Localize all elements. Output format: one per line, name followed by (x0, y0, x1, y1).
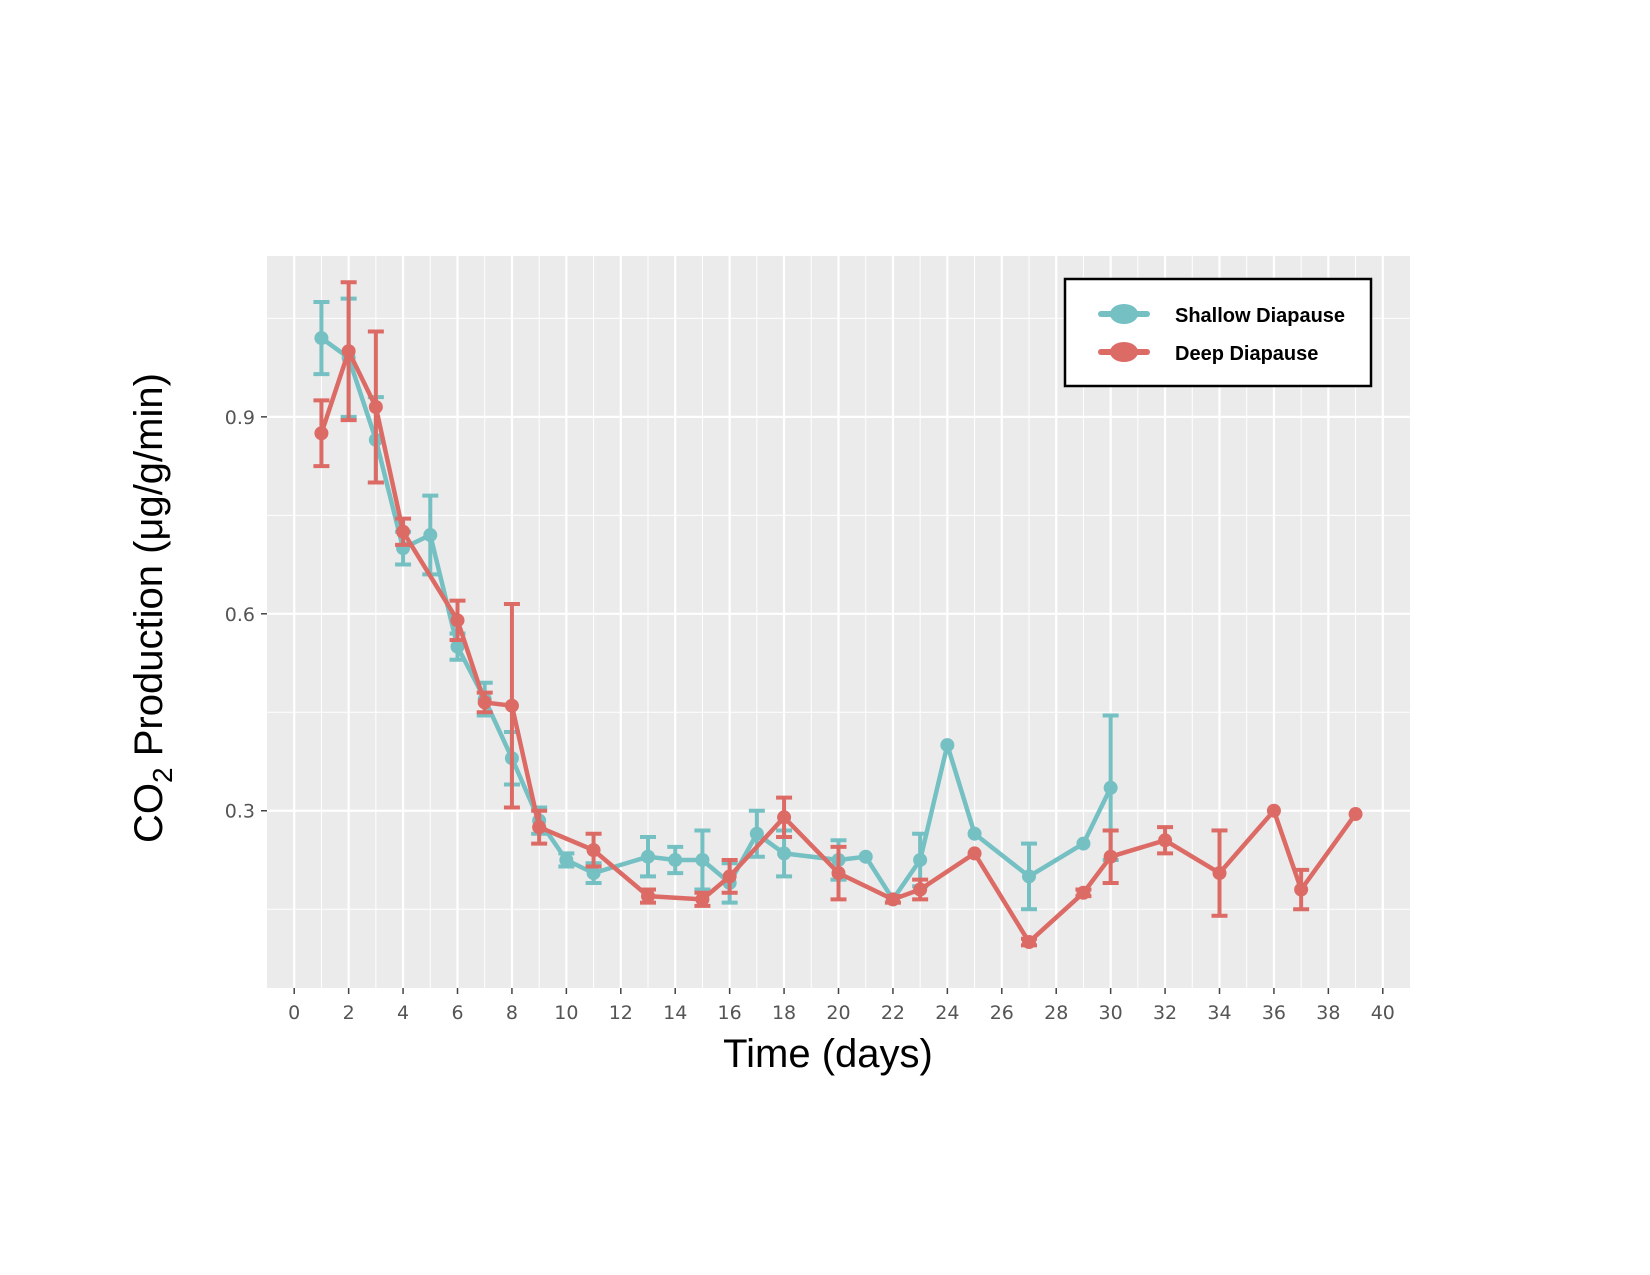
x-tick-label: 8 (506, 1002, 518, 1024)
data-point (695, 892, 710, 907)
data-point (586, 866, 601, 881)
y-axis-title-prefix: CO (127, 783, 171, 843)
x-tick-label: 14 (663, 1002, 687, 1024)
data-point (1212, 866, 1227, 881)
data-point (1158, 833, 1173, 848)
data-point (749, 826, 764, 841)
data-point (532, 820, 547, 835)
data-point (314, 426, 329, 441)
data-point (450, 613, 465, 628)
data-point (1022, 869, 1036, 884)
data-point (1103, 849, 1118, 864)
x-tick-label: 36 (1262, 1002, 1286, 1024)
legend-box (1063, 277, 1373, 388)
x-tick-label: 32 (1153, 1002, 1177, 1024)
x-tick-label: 20 (826, 1002, 850, 1024)
data-point (1266, 803, 1281, 818)
x-tick-label: 34 (1207, 1002, 1231, 1024)
legend-label: Shallow Diapause (1175, 305, 1345, 327)
data-point (559, 852, 574, 867)
x-tick-label: 24 (935, 1002, 959, 1024)
x-tick-label: 26 (990, 1002, 1014, 1024)
data-point (885, 892, 900, 907)
data-point (940, 738, 955, 753)
x-tick-label: 12 (609, 1002, 633, 1024)
legend-label: Deep Diapause (1175, 343, 1318, 365)
data-point (477, 695, 492, 710)
y-axis-title-subscript: 2 (147, 767, 178, 783)
legend-item-shallow-diapause: Shallow Diapause (1098, 304, 1345, 327)
data-point (722, 869, 737, 884)
data-point (341, 344, 356, 359)
x-tick-label: 10 (554, 1002, 578, 1024)
data-point (913, 852, 928, 867)
data-point (777, 846, 792, 861)
data-point (777, 810, 792, 825)
legend-key-marker (1110, 342, 1138, 362)
data-point (967, 826, 982, 841)
data-point (1348, 807, 1363, 822)
x-tick-label: 38 (1316, 1002, 1340, 1024)
data-point (396, 524, 411, 539)
data-point (368, 399, 383, 414)
data-point (1076, 836, 1091, 851)
data-point (641, 849, 655, 864)
x-axis-title: Time (days) (723, 1032, 933, 1076)
y-axis-title-suffix: Production (μg/g/min) (127, 373, 171, 767)
x-tick-label: 28 (1044, 1002, 1068, 1024)
data-point (913, 882, 928, 897)
y-axis-ticks: 0.3 0.6 0.9 (225, 407, 267, 823)
x-tick-label: 18 (772, 1002, 796, 1024)
x-tick-label: 40 (1371, 1002, 1395, 1024)
x-tick-label: 2 (343, 1002, 355, 1024)
data-point (1022, 935, 1036, 950)
series-line (320, 336, 1113, 902)
series-layer (313, 280, 1363, 950)
legend-item-deep-diapause: Deep Diapause (1098, 342, 1318, 365)
data-point (314, 331, 329, 346)
y-tick-label: 0.9 (225, 407, 255, 429)
y-axis-title: CO2 Production (μg/g/min) (127, 373, 178, 843)
series-deep-diapause (313, 280, 1363, 950)
data-point (1294, 882, 1309, 897)
data-point (423, 528, 438, 543)
data-point (450, 639, 465, 654)
y-tick-label: 0.6 (225, 604, 255, 626)
data-point (504, 698, 519, 713)
x-tick-label: 22 (881, 1002, 905, 1024)
x-tick-label: 6 (451, 1002, 463, 1024)
y-tick-label: 0.3 (225, 801, 255, 823)
x-tick-label: 30 (1099, 1002, 1123, 1024)
x-axis-ticks: 0 2 4 6 8 10 12 14 16 18 20 22 24 26 28 30 32 34 36 38 40 (288, 988, 1395, 1024)
data-point (831, 866, 846, 881)
x-tick-label: 0 (288, 1002, 300, 1024)
legend-key-marker (1110, 304, 1138, 324)
data-point (641, 889, 655, 904)
data-point (695, 852, 710, 867)
data-point (1103, 780, 1118, 795)
data-point (858, 849, 873, 864)
x-tick-label: 4 (397, 1002, 409, 1024)
data-point (668, 852, 683, 867)
data-point (1076, 885, 1091, 900)
legend: Shallow Diapause Deep Diapause (1063, 277, 1373, 388)
x-tick-label: 16 (718, 1002, 742, 1024)
data-point (967, 846, 982, 861)
data-point (586, 843, 601, 858)
